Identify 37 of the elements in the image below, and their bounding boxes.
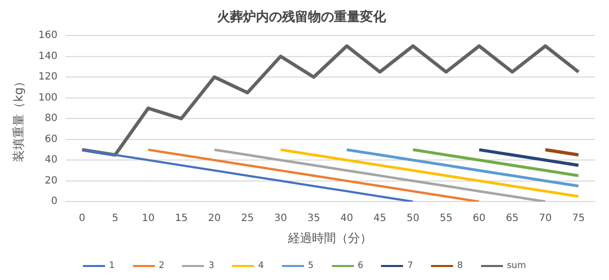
legend-label: 5 <box>308 261 314 271</box>
y-tick-label: 100 <box>38 92 58 104</box>
chart-title: 火葬炉内の残留物の重量変化 <box>216 9 387 26</box>
legend-label: 1 <box>108 261 115 271</box>
x-tick-label: 65 <box>506 213 519 224</box>
legend-label: 8 <box>457 261 463 271</box>
x-tick-label: 0 <box>78 213 86 224</box>
x-tick-label: 30 <box>274 213 287 224</box>
legend-label: 6 <box>358 261 364 271</box>
x-tick-label: 60 <box>472 213 486 224</box>
y-tick-label: 0 <box>51 196 58 208</box>
x-tick-label: 55 <box>440 213 452 224</box>
legend-label: 3 <box>208 261 214 271</box>
y-tick-label: 20 <box>44 175 58 186</box>
x-tick-label: 15 <box>174 213 188 224</box>
legend-label: 7 <box>407 261 414 271</box>
x-tick-label: 20 <box>208 213 221 224</box>
legend-label: 4 <box>258 261 264 271</box>
x-axis-title: 経過時間（分） <box>287 230 372 245</box>
y-tick-label: 160 <box>38 30 58 42</box>
y-tick-label: 60 <box>44 134 58 145</box>
x-tick-label: 10 <box>142 213 155 224</box>
y-axis-title: 装填重量（kg） <box>11 75 26 162</box>
x-tick-label: 70 <box>538 213 552 224</box>
x-tick-label: 40 <box>340 213 354 224</box>
legend-label: 2 <box>158 261 164 271</box>
x-tick-label: 75 <box>572 213 585 224</box>
x-tick-label: 35 <box>307 213 320 224</box>
y-tick-label: 80 <box>44 113 58 124</box>
legend-label: sum <box>506 261 526 271</box>
y-tick-label: 140 <box>38 50 58 62</box>
y-tick-label: 120 <box>38 72 58 83</box>
x-tick-label: 25 <box>241 213 254 224</box>
x-tick-label: 50 <box>406 213 420 224</box>
x-tick-label: 45 <box>374 213 386 224</box>
x-tick-label: 5 <box>112 213 118 224</box>
y-tick-label: 40 <box>44 154 58 166</box>
